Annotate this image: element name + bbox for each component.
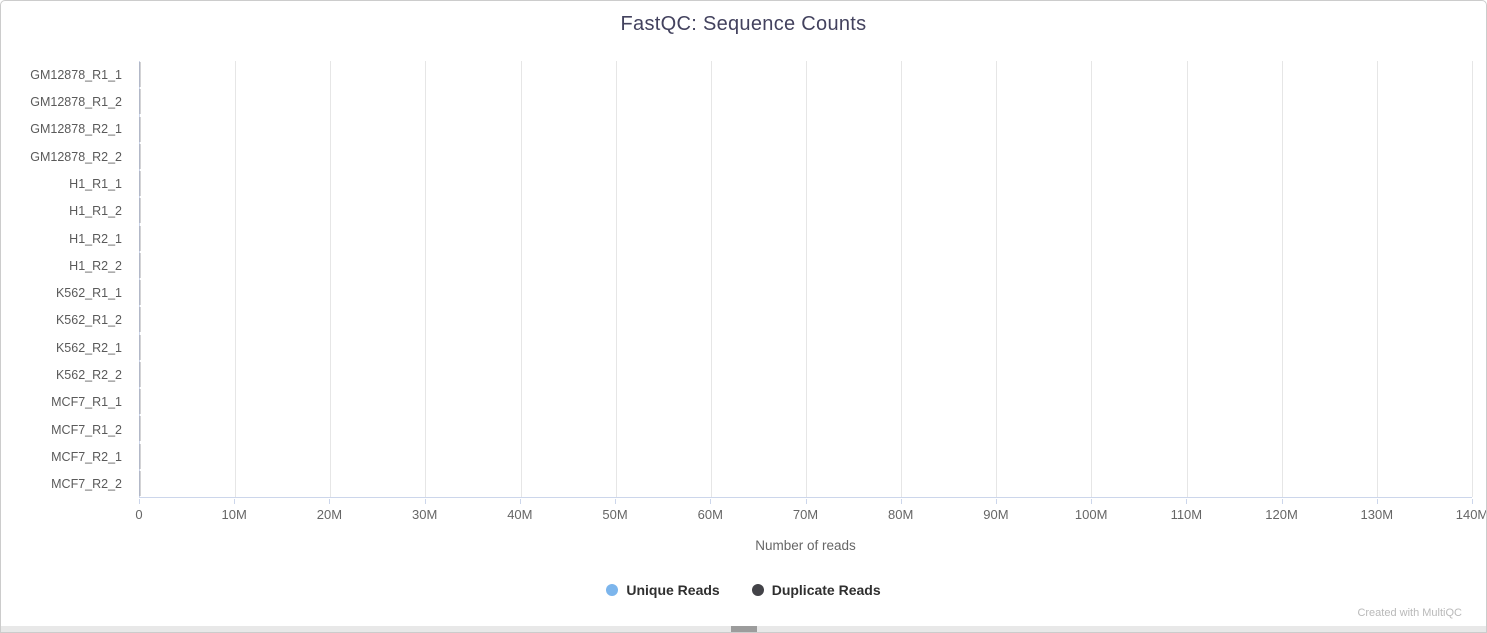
- x-axis-tick: [805, 499, 807, 504]
- x-axis-tick: [234, 499, 236, 504]
- horizontal-scrollbar[interactable]: [1, 626, 1486, 632]
- legend-marker-icon: [751, 584, 764, 596]
- bar-row: [140, 470, 1472, 497]
- x-axis-tick-label: 90M: [983, 507, 1009, 522]
- bar-row: [140, 252, 1472, 279]
- gridline: [1472, 61, 1473, 497]
- plot-area: [139, 61, 1473, 498]
- y-axis-label: K562_R1_1: [55, 286, 122, 301]
- x-axis-title: Number of reads: [755, 538, 856, 553]
- gridline: [520, 61, 522, 497]
- x-axis-tick: [995, 499, 997, 504]
- x-axis-tick: [1281, 499, 1283, 504]
- y-axis-label: H1_R1_2: [69, 204, 122, 219]
- gridline: [806, 61, 807, 497]
- gridline: [330, 61, 332, 497]
- gridline: [996, 61, 998, 497]
- x-axis-tick: [1091, 499, 1093, 504]
- x-axis-tick: [1186, 499, 1188, 504]
- bar-row: [140, 143, 1472, 170]
- x-axis-tick-label: 20M: [316, 507, 343, 522]
- x-axis-tick-label: 40M: [507, 507, 533, 522]
- x-axis-tick: [1472, 499, 1473, 504]
- gridline: [1186, 61, 1188, 497]
- x-axis-tick-label: 110M: [1170, 507, 1203, 522]
- x-axis-tick: [900, 499, 902, 504]
- y-axis-label: GM12878_R1_2: [30, 94, 122, 109]
- bar-row: [140, 415, 1472, 442]
- bar-series-container: [140, 61, 1472, 497]
- bar-row: [140, 88, 1472, 115]
- x-axis-tick: [519, 499, 521, 504]
- bar-row: [140, 334, 1472, 361]
- legend-marker-icon: [606, 584, 619, 596]
- y-axis-label: GM12878_R1_1: [30, 67, 122, 82]
- x-axis-tick: [615, 499, 617, 504]
- x-axis-tick-labels: 0 10M 20M 30M 40M 50M 60M 70M 80M 90M 100M 110M 120M…: [135, 507, 1486, 525]
- x-axis-tick-label: 60M: [697, 507, 723, 522]
- y-axis-label: H1_R2_2: [69, 258, 122, 273]
- x-axis-tick-label: 70M: [792, 507, 819, 522]
- legend: Unique Reads Duplicate Reads: [1, 582, 1486, 598]
- legend-label: Duplicate Reads: [771, 582, 881, 598]
- gridline: [235, 61, 237, 497]
- bar-row: [140, 279, 1472, 306]
- legend-item-unique-reads[interactable]: Unique Reads: [606, 582, 720, 598]
- x-axis-tick: [710, 499, 712, 504]
- x-axis-tick-label: 50M: [602, 507, 628, 522]
- y-axis-label: H1_R2_1: [69, 231, 122, 246]
- bar-row: [140, 61, 1472, 88]
- y-axis-label: K562_R1_2: [55, 313, 122, 328]
- bar-row: [140, 361, 1472, 388]
- y-axis-label: GM12878_R2_1: [30, 122, 122, 137]
- x-axis-tick-label: 0: [135, 507, 143, 522]
- x-axis-tick-label: 80M: [888, 507, 914, 522]
- chart-title: FastQC: Sequence Counts: [620, 13, 867, 35]
- bar-row: [140, 443, 1472, 470]
- x-axis-tick-label: 30M: [411, 507, 438, 522]
- gridline: [1281, 61, 1283, 497]
- y-axis-label: MCF7_R1_2: [51, 422, 122, 437]
- bar-row: [140, 170, 1472, 197]
- bar-row: [140, 306, 1472, 333]
- y-axis-label: H1_R1_1: [69, 176, 122, 191]
- x-axis-tick: [424, 499, 426, 504]
- gridline: [615, 61, 617, 497]
- x-axis-tick: [1376, 499, 1378, 504]
- y-axis-label: K562_R2_2: [55, 368, 122, 383]
- x-axis-tick-label: 120M: [1265, 507, 1298, 522]
- y-axis-label: K562_R2_1: [55, 340, 122, 355]
- gridline: [425, 61, 427, 497]
- bar-row: [140, 225, 1472, 252]
- gridline: [901, 61, 903, 497]
- y-axis-labels: GM12878_R1_1 GM12878_R1_2 GM12878_R2_1 GM12…: [1, 61, 131, 498]
- bar-row: [140, 197, 1472, 224]
- x-axis-tick-label: 100M: [1074, 507, 1108, 522]
- x-axis-tick-label: 140M: [1455, 507, 1487, 522]
- gridline: [710, 61, 712, 497]
- legend-item-duplicate-reads[interactable]: Duplicate Reads: [751, 582, 881, 598]
- y-axis-label: GM12878_R2_2: [30, 149, 122, 164]
- gridline: [1376, 61, 1378, 497]
- x-axis-tick-label: 130M: [1360, 507, 1394, 522]
- x-axis-ticks: [139, 499, 1473, 504]
- bar-row: [140, 388, 1472, 415]
- scrollbar-thumb[interactable]: [731, 626, 757, 632]
- x-axis-tick: [139, 499, 140, 504]
- bar-row: [140, 116, 1472, 143]
- y-axis-label: MCF7_R2_1: [51, 450, 122, 465]
- legend-label: Unique Reads: [626, 582, 720, 598]
- y-axis-label: MCF7_R1_1: [51, 395, 122, 410]
- y-axis-label: MCF7_R2_2: [51, 477, 122, 492]
- x-axis-tick-label: 10M: [221, 507, 247, 522]
- gridline: [1091, 61, 1093, 497]
- multiqc-credit: Created with MultiQC: [1357, 607, 1462, 619]
- x-axis-tick: [329, 499, 331, 504]
